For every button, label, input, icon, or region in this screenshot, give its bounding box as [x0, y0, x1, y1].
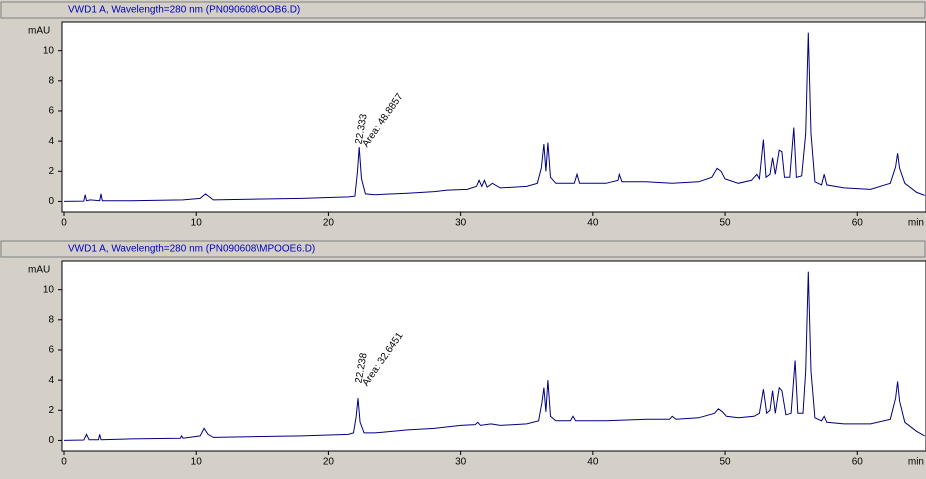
x-tick-label: 30: [455, 457, 467, 468]
y-tick-label: 10: [43, 45, 55, 56]
x-tick-label: 0: [61, 218, 67, 229]
panel-header: [0, 240, 926, 258]
panel-header: [0, 1, 926, 19]
x-tick-label: 10: [191, 218, 203, 229]
trace: [63, 32, 925, 202]
y-axis-label: mAU: [28, 26, 50, 37]
x-tick-label: 0: [61, 457, 67, 468]
plot-area: [61, 260, 926, 452]
x-tick-label: 60: [852, 457, 864, 468]
y-tick-label: 4: [48, 136, 54, 147]
trace: [63, 271, 925, 441]
y-tick-label: 0: [48, 435, 54, 446]
y-tick-label: 8: [48, 75, 54, 86]
y-tick-label: 8: [48, 314, 54, 325]
plot-area: [61, 21, 926, 213]
y-tick-label: 0: [48, 196, 54, 207]
x-tick-label: 50: [719, 218, 731, 229]
x-tick-label: 40: [587, 457, 599, 468]
panel-title: VWD1 A, Wavelength=280 nm (PN090608\MPOO…: [68, 244, 315, 255]
x-tick-label: 60: [852, 218, 864, 229]
peak-time-label: 22.238: [354, 352, 370, 384]
peak-time-label: 22.333: [354, 113, 370, 145]
y-tick-label: 2: [48, 405, 54, 416]
x-axis-label: min: [908, 457, 924, 468]
y-axis-label: mAU: [28, 265, 50, 276]
y-tick-label: 10: [43, 284, 55, 295]
y-tick-label: 6: [48, 345, 54, 356]
x-axis-label: min: [908, 218, 924, 229]
y-tick-label: 4: [48, 375, 54, 386]
x-tick-label: 40: [587, 218, 599, 229]
x-tick-label: 20: [323, 457, 335, 468]
x-tick-label: 10: [191, 457, 203, 468]
x-tick-label: 20: [323, 218, 335, 229]
x-tick-label: 50: [719, 457, 731, 468]
y-tick-label: 6: [48, 106, 54, 117]
y-tick-label: 2: [48, 166, 54, 177]
x-tick-label: 30: [455, 218, 467, 229]
panel-title: VWD1 A, Wavelength=280 nm (PN090608\OOB6…: [68, 5, 300, 16]
